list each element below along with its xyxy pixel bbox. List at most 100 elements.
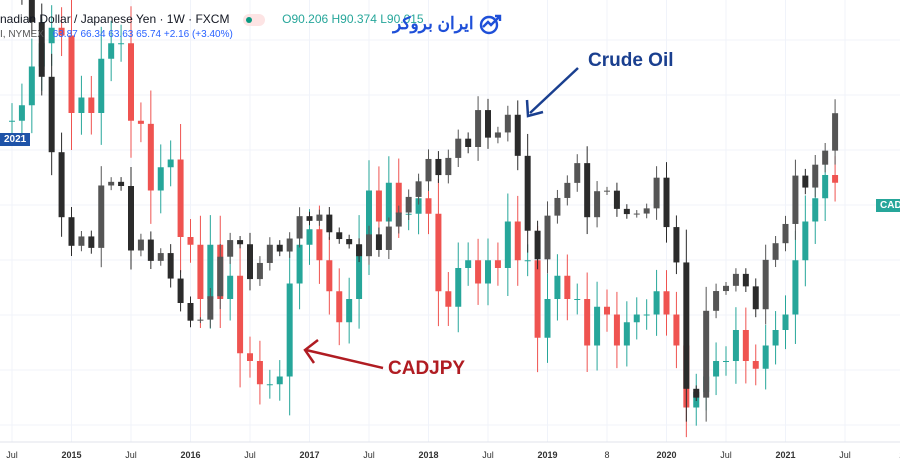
cadjpy-candle [544, 299, 551, 338]
crude-oil-candle [157, 253, 164, 261]
cadjpy-candle [247, 353, 253, 361]
cadjpy-candle [584, 299, 591, 346]
x-tick-label: Jul [363, 450, 375, 460]
crude-oil-candle [822, 150, 829, 165]
x-tick-label: Jul [125, 450, 137, 460]
cadjpy-candle [375, 190, 382, 222]
cadjpy-candle [732, 330, 739, 361]
crude-oil-candle [108, 181, 115, 186]
cadjpy-candle [9, 120, 15, 122]
cadjpy-candle [504, 221, 511, 268]
cadjpy-candle [534, 260, 541, 338]
x-tick-label: Jul [720, 450, 732, 460]
cadjpy-candle [762, 345, 769, 369]
crude-oil-candle [782, 223, 789, 244]
crude-oil-candle [643, 208, 650, 214]
cadjpy-candle [316, 229, 323, 261]
cadjpy-candle [137, 120, 144, 124]
crude-oil-candle [88, 236, 95, 248]
crude-oil-candle [118, 181, 125, 186]
cadjpy-candle [177, 159, 184, 237]
crude-oil-candle [683, 262, 690, 389]
cadjpy-candle [653, 291, 660, 315]
cadjpy-candle [554, 275, 561, 299]
overlay-symbol: I, NYMEX [0, 29, 44, 40]
overlay-values: 63.87 66.34 63.63 65.74 +2.16 (+3.40%) [52, 29, 233, 40]
cadjpy-candle [68, 35, 75, 113]
crude-oil-candle [167, 253, 174, 279]
crude-oil-candle [147, 239, 154, 261]
arrow-crude-oil [529, 67, 579, 114]
market-status-icon [242, 13, 265, 26]
crude-oil-candle [574, 163, 581, 183]
cadjpy-candle [425, 198, 432, 214]
x-tick-label: 2017 [299, 450, 320, 460]
x-tick-label: 2016 [180, 450, 201, 460]
cadjpy-candle [623, 322, 630, 346]
cadjpy-candle [286, 283, 293, 377]
ohlc-readout: O90.206 H90.374 L90.015 [282, 12, 424, 26]
crude-oil-candle [336, 232, 343, 240]
crude-oil-candle [385, 226, 392, 250]
crude-oil-candle [832, 113, 839, 151]
crude-oil-candle [594, 191, 601, 218]
cadjpy-candle [385, 182, 392, 222]
cadjpy-candle [604, 306, 610, 315]
crude-oil-candle [485, 110, 491, 138]
crude-oil-candle [475, 110, 482, 147]
cadjpy-candle [782, 314, 789, 330]
crude-oil-candle [207, 296, 214, 320]
arrow-head-crude-oil [525, 99, 544, 118]
crude-oil-candle [564, 182, 571, 198]
x-tick-label: 2015 [61, 450, 82, 460]
crude-oil-candle [98, 185, 105, 248]
crude-oil-candle [306, 216, 313, 221]
cadjpy-candle [475, 260, 482, 284]
symbol-header: nadian Dollar / Japanese Yen · 1W · FXCM… [0, 12, 424, 26]
annotation-cadjpy: CADJPY [388, 358, 466, 379]
cadjpy-candle [395, 182, 402, 214]
crude-oil-candle [723, 285, 729, 292]
crude-oil-candle [177, 278, 184, 303]
cadjpy-candle [742, 330, 749, 361]
price-tag-cadjpy: CADJ [876, 199, 900, 212]
cadjpy-candle [266, 384, 273, 386]
crude-oil-candle [48, 76, 55, 153]
cadjpy-candle [564, 275, 571, 299]
cadjpy-candle [366, 190, 372, 245]
cadjpy-candle [772, 330, 779, 346]
crude-oil-candle [802, 175, 809, 188]
crude-oil-candle [703, 310, 710, 398]
x-tick-label: 2020 [656, 450, 677, 460]
x-tick-label: 2019 [537, 450, 558, 460]
cadjpy-candle [346, 299, 353, 323]
crude-oil-candle [395, 212, 402, 227]
cadjpy-candle [663, 291, 670, 315]
cadjpy-candle [296, 244, 303, 284]
overlay-header: I, NYMEX 63.87 66.34 63.63 65.74 +2.16 (… [0, 29, 233, 40]
cadjpy-candle [465, 260, 472, 268]
brand-logo: ایران بروکر [393, 13, 502, 35]
cadjpy-candle [326, 260, 333, 292]
cadjpy-candle [832, 175, 839, 183]
x-tick-label: 2021 [775, 450, 796, 460]
crude-oil-candle [445, 157, 452, 176]
cadjpy-candle [108, 43, 115, 59]
symbol-title: nadian Dollar / Japanese Yen · 1W · FXCM [0, 12, 230, 26]
cadjpy-candle [18, 105, 25, 121]
arrow-cadjpy [305, 348, 384, 370]
crude-oil-candle [247, 244, 253, 280]
cadjpy-candle [574, 299, 581, 300]
annotation-crude-oil: Crude Oil [588, 50, 674, 71]
cadjpy-candle [147, 123, 154, 191]
cadjpy-candle [633, 314, 640, 323]
crude-oil-candle [544, 215, 551, 260]
crude-oil-candle [137, 239, 144, 251]
cadjpy-candle [187, 237, 194, 245]
x-tick-label: Jul [244, 450, 256, 460]
crude-oil-candle [762, 259, 769, 310]
crude-oil-candle [742, 273, 749, 287]
cadjpy-candle [207, 244, 214, 299]
cadjpy-candle [594, 306, 601, 346]
